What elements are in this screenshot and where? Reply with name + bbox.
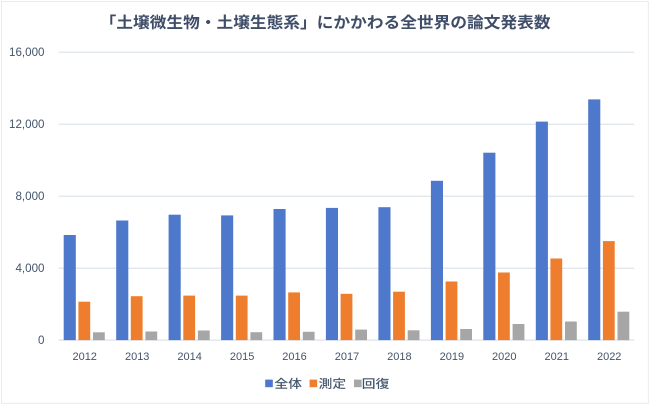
svg-text:2021: 2021	[545, 351, 569, 363]
svg-text:8,000: 8,000	[15, 190, 44, 203]
svg-text:2022: 2022	[597, 351, 621, 363]
svg-text:0: 0	[38, 334, 44, 347]
svg-text:4,000: 4,000	[15, 262, 44, 275]
svg-text:2016: 2016	[282, 351, 306, 363]
svg-text:2012: 2012	[72, 351, 96, 363]
svg-text:2015: 2015	[230, 351, 254, 363]
svg-text:16,000: 16,000	[9, 46, 44, 59]
svg-text:2017: 2017	[335, 351, 359, 363]
svg-text:2013: 2013	[125, 351, 149, 363]
svg-text:2018: 2018	[387, 351, 411, 363]
svg-text:2019: 2019	[440, 351, 464, 363]
svg-text:2014: 2014	[177, 351, 201, 363]
svg-text:12,000: 12,000	[9, 118, 44, 131]
svg-text:2020: 2020	[492, 351, 516, 363]
